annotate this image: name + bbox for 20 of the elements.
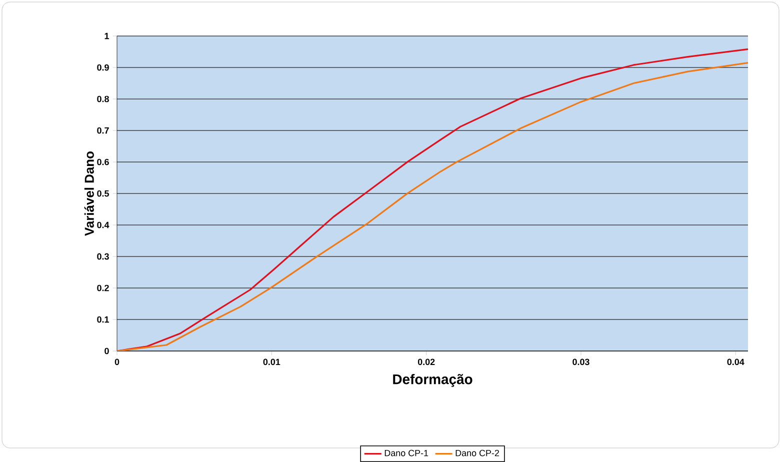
- x-tick-label: 0.03: [572, 358, 590, 366]
- y-tick-label: 0.2: [97, 284, 109, 292]
- y-tick-label: 0.9: [97, 64, 109, 71]
- y-tick-label: 0.1: [97, 316, 109, 323]
- y-tick-label: 1: [104, 32, 109, 40]
- x-tick-label: 0: [114, 358, 120, 366]
- y-tick-label: 0.8: [97, 96, 109, 102]
- y-axis-title: Variável Dano: [84, 152, 94, 236]
- y-tick-label: 0.5: [97, 190, 109, 197]
- x-tick-label: 0.01: [263, 358, 280, 366]
- x-tick-label: 0.04: [727, 358, 744, 366]
- y-tick-label: 0.6: [97, 158, 109, 166]
- y-tick-label: 0: [104, 348, 109, 354]
- legend-label: Dano CP-1: [384, 450, 428, 456]
- legend-label: Dano CP-2: [456, 450, 499, 456]
- x-tick-label: 0.02: [418, 358, 435, 366]
- x-axis-title: Deformação: [393, 374, 472, 387]
- y-tick-label: 0.3: [97, 253, 109, 260]
- y-tick-label: 0.4: [97, 222, 110, 228]
- y-tick-label: 0.7: [97, 127, 109, 134]
